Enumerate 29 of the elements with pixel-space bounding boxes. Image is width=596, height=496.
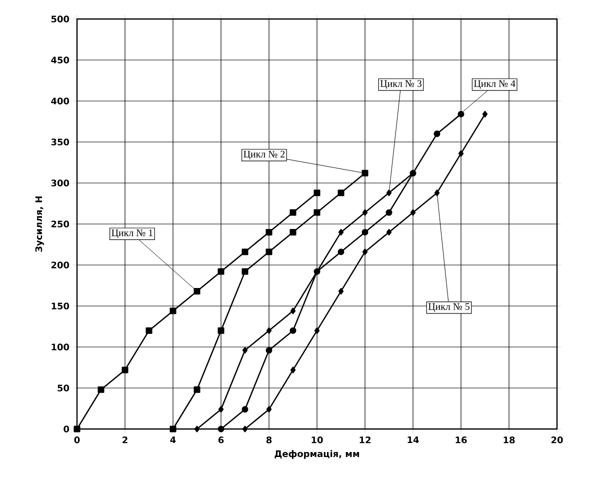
x-tick-label: 6 bbox=[218, 436, 224, 444]
x-axis-title: Деформація, мм bbox=[274, 450, 360, 459]
y-tick-label: 300 bbox=[51, 180, 70, 186]
annotation: Цикл № 5 bbox=[428, 303, 470, 312]
annotation: Цикл № 2 bbox=[244, 150, 285, 160]
y-tick-label: 50 bbox=[58, 384, 70, 392]
x-tick-label: 2 bbox=[122, 436, 128, 444]
y-tick-label: 400 bbox=[51, 98, 70, 104]
y-tick-label: 350 bbox=[51, 138, 70, 146]
x-tick-label: 10 bbox=[312, 436, 323, 444]
annotation: Цикл № 1 bbox=[112, 229, 152, 238]
x-tick-label: 14 bbox=[408, 436, 419, 444]
x-tick-label: 4 bbox=[170, 436, 176, 444]
annotation: Цикл № 4 bbox=[474, 80, 516, 89]
x-tick-label: 20 bbox=[551, 436, 563, 444]
y-tick-label: 200 bbox=[51, 262, 70, 268]
x-tick-label: 0 bbox=[74, 436, 80, 444]
y-tick-label: 250 bbox=[51, 220, 70, 228]
y-tick-label: 500 bbox=[51, 16, 70, 22]
y-tick-label: 100 bbox=[52, 344, 70, 350]
x-tick-label: 18 bbox=[504, 436, 515, 444]
y-tick-label: 150 bbox=[52, 302, 70, 310]
y-axis-title: Зусилля, Н bbox=[35, 196, 44, 252]
annotation: Цикл № 3 bbox=[380, 80, 422, 89]
x-tick-label: 16 bbox=[456, 436, 467, 444]
x-tick-label: 12 bbox=[360, 436, 370, 444]
y-tick-label: 450 bbox=[51, 56, 70, 64]
x-tick-label: 8 bbox=[266, 436, 272, 444]
y-tick-label: 0 bbox=[64, 426, 70, 432]
